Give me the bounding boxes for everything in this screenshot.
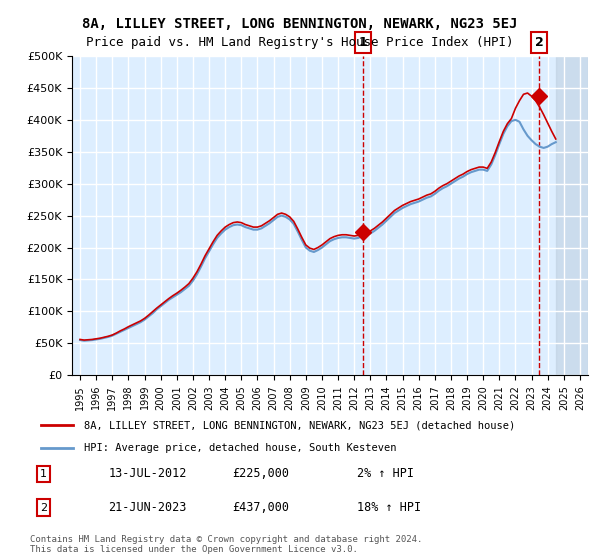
Text: 2: 2 xyxy=(40,502,47,512)
Bar xyxy=(556,56,588,375)
Text: HPI: Average price, detached house, South Kesteven: HPI: Average price, detached house, Sout… xyxy=(84,444,397,454)
Text: £437,000: £437,000 xyxy=(233,501,290,514)
Text: Contains HM Land Registry data © Crown copyright and database right 2024.
This d: Contains HM Land Registry data © Crown c… xyxy=(30,535,422,554)
Text: 1: 1 xyxy=(40,469,47,479)
Text: 2% ↑ HPI: 2% ↑ HPI xyxy=(356,468,414,480)
Text: 21-JUN-2023: 21-JUN-2023 xyxy=(108,501,187,514)
Text: 8A, LILLEY STREET, LONG BENNINGTON, NEWARK, NG23 5EJ: 8A, LILLEY STREET, LONG BENNINGTON, NEWA… xyxy=(82,17,518,31)
Text: 13-JUL-2012: 13-JUL-2012 xyxy=(108,468,187,480)
Text: 18% ↑ HPI: 18% ↑ HPI xyxy=(356,501,421,514)
Text: 1: 1 xyxy=(359,36,367,49)
Text: 2: 2 xyxy=(535,36,544,49)
Text: Price paid vs. HM Land Registry's House Price Index (HPI): Price paid vs. HM Land Registry's House … xyxy=(86,36,514,49)
Text: 8A, LILLEY STREET, LONG BENNINGTON, NEWARK, NG23 5EJ (detached house): 8A, LILLEY STREET, LONG BENNINGTON, NEWA… xyxy=(84,420,515,430)
Text: £225,000: £225,000 xyxy=(233,468,290,480)
